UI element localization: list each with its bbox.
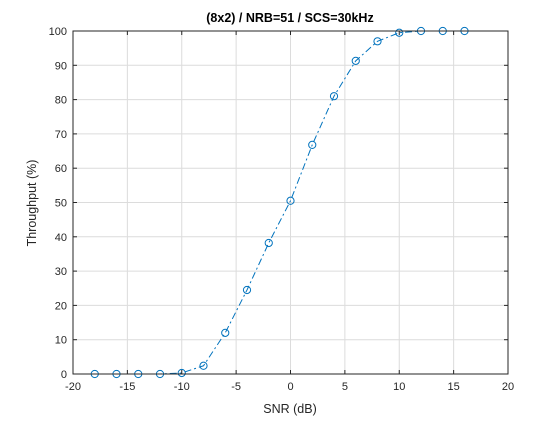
ticks: -20 -15 -10 -5 0 5 10 15 20 0 10 20 30 40 50 60 70 80 90 10… <box>49 26 514 393</box>
y-axis-label: Throughput (%) <box>25 160 39 247</box>
x-tick-label: -20 <box>65 381 81 393</box>
grid <box>72 30 509 375</box>
y-tick-label: 60 <box>55 163 67 175</box>
data-point <box>286 196 295 205</box>
x-tick-label: -5 <box>231 381 241 393</box>
x-tick-label: 0 <box>287 381 293 393</box>
data-point <box>351 56 360 65</box>
x-tick-label: 5 <box>342 381 348 393</box>
data-point <box>221 328 230 337</box>
data-point <box>329 92 339 101</box>
x-tick-label: -10 <box>174 381 190 393</box>
data-point <box>199 361 208 370</box>
y-tick-label: 70 <box>55 129 67 141</box>
x-tick-label: 15 <box>448 381 460 393</box>
y-tick-label: 40 <box>55 232 67 244</box>
y-tick-label: 10 <box>55 335 67 347</box>
x-tick-label: 20 <box>502 381 514 393</box>
y-tick-label: 30 <box>55 266 67 278</box>
y-tick-label: 20 <box>55 300 67 312</box>
x-tick-label: -15 <box>119 381 135 393</box>
chart-title: (8x2) / NRB=51 / SCS=30kHz <box>206 11 373 25</box>
y-tick-label: 90 <box>55 60 67 72</box>
data-point <box>308 140 317 149</box>
data-point <box>264 238 273 248</box>
y-tick-label: 0 <box>61 369 67 381</box>
data-point <box>242 285 252 295</box>
data-point <box>373 37 382 46</box>
x-axis-label: SNR (dB) <box>263 402 316 416</box>
y-tick-label: 100 <box>49 26 67 38</box>
y-tick-label: 50 <box>55 198 67 210</box>
data-point <box>395 28 404 37</box>
data-point <box>177 368 186 378</box>
x-tick-label: 10 <box>393 381 405 393</box>
y-tick-label: 80 <box>55 95 67 107</box>
